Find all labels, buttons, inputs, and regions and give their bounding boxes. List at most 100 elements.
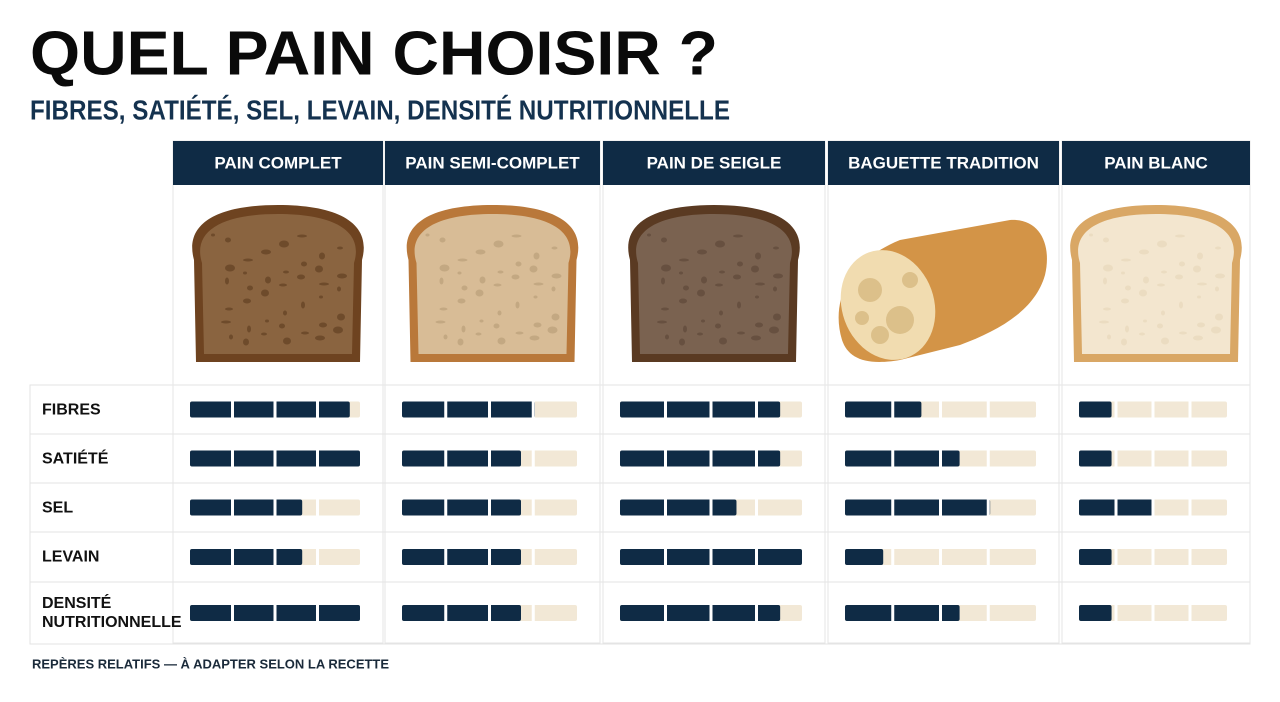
bar-separator bbox=[939, 548, 942, 566]
bread-image bbox=[683, 325, 687, 333]
bread-image bbox=[1139, 332, 1145, 336]
column-header-label: PAIN BLANC bbox=[1104, 153, 1208, 172]
bread-image bbox=[733, 234, 743, 238]
bread-image bbox=[301, 261, 307, 267]
bread-image bbox=[755, 282, 765, 286]
bar-separator bbox=[664, 548, 667, 566]
bar-separator bbox=[755, 498, 758, 517]
bar-separator bbox=[316, 604, 319, 622]
bar-separator bbox=[755, 604, 758, 622]
bread-image bbox=[1161, 310, 1165, 316]
bread-image bbox=[297, 234, 307, 238]
bread-image bbox=[283, 337, 291, 345]
bar bbox=[402, 549, 521, 565]
bread-image bbox=[1125, 285, 1131, 291]
bar-separator bbox=[316, 400, 319, 419]
bar-separator bbox=[488, 498, 491, 517]
bread-image bbox=[337, 246, 343, 250]
bar-separator bbox=[1151, 449, 1155, 468]
bar-separator bbox=[709, 400, 713, 419]
bread-image bbox=[425, 233, 430, 237]
bread-image bbox=[515, 331, 524, 335]
bread-image bbox=[1139, 249, 1149, 255]
bread-image bbox=[533, 295, 538, 299]
bread-image bbox=[225, 307, 233, 311]
bar bbox=[620, 401, 781, 418]
bread-image bbox=[225, 277, 229, 285]
bread-image bbox=[1157, 283, 1165, 287]
bread-image bbox=[243, 298, 251, 304]
bread-image bbox=[261, 332, 267, 336]
bar-separator bbox=[709, 548, 713, 566]
bar bbox=[620, 605, 781, 621]
bread-image bbox=[751, 335, 761, 341]
bread-image bbox=[319, 295, 323, 299]
bread-image bbox=[1157, 323, 1163, 329]
bread-image bbox=[461, 325, 466, 333]
bar bbox=[402, 499, 521, 516]
bread-image bbox=[457, 271, 462, 275]
bar bbox=[845, 605, 960, 621]
bread-image bbox=[283, 270, 289, 274]
bar-separator bbox=[1114, 604, 1118, 622]
bread-image bbox=[457, 298, 466, 304]
bread-image bbox=[414, 214, 571, 354]
bar-separator bbox=[531, 400, 535, 419]
bar-separator bbox=[316, 548, 319, 566]
bread-image bbox=[211, 233, 215, 237]
bread-image bbox=[461, 285, 468, 291]
bar-separator bbox=[231, 449, 234, 468]
bread-image bbox=[337, 286, 341, 292]
bar-separator bbox=[755, 400, 758, 419]
bread-image bbox=[247, 325, 251, 333]
bread-image bbox=[737, 331, 745, 335]
bread-image bbox=[1179, 301, 1183, 309]
bar-separator bbox=[664, 449, 667, 468]
bread-image bbox=[1215, 246, 1221, 250]
bread-image bbox=[773, 286, 777, 292]
bread-image bbox=[551, 313, 560, 321]
bar bbox=[1079, 401, 1112, 418]
bread-image bbox=[737, 261, 743, 267]
bar bbox=[845, 450, 960, 467]
bread-image bbox=[297, 274, 305, 280]
bread-image bbox=[1121, 298, 1129, 304]
bar-separator bbox=[891, 449, 895, 468]
bread-image bbox=[319, 282, 329, 286]
chart-subtitle: FIBRES, SATIÉTÉ, SEL, LEVAIN, DENSITÉ NU… bbox=[30, 94, 730, 125]
bread-image bbox=[701, 319, 705, 323]
bread-image bbox=[1125, 325, 1129, 333]
bar bbox=[620, 499, 737, 516]
bread-image bbox=[751, 265, 759, 273]
bar-separator bbox=[1188, 449, 1192, 468]
bar-separator bbox=[664, 400, 667, 419]
bread-image bbox=[439, 264, 450, 272]
bread-image bbox=[1121, 338, 1127, 346]
column-header-label: PAIN COMPLET bbox=[214, 153, 342, 172]
bread-image bbox=[679, 338, 685, 346]
bread-image bbox=[636, 214, 792, 354]
bar bbox=[190, 549, 303, 565]
bar-separator bbox=[709, 498, 713, 517]
bread-image bbox=[551, 246, 558, 250]
bread-image bbox=[515, 301, 520, 309]
bar-separator bbox=[709, 449, 713, 468]
bread-image bbox=[1161, 337, 1169, 345]
bar-separator bbox=[444, 548, 448, 566]
bread-image bbox=[679, 298, 687, 304]
bar-separator bbox=[986, 449, 990, 468]
bread-image bbox=[479, 319, 484, 323]
bread-image bbox=[661, 277, 665, 285]
bread-image bbox=[319, 252, 325, 260]
chart-title: QUEL PAIN CHOISIR ? bbox=[30, 19, 718, 88]
bread-image bbox=[1197, 252, 1203, 260]
bar-separator bbox=[1188, 548, 1192, 566]
row-label: LEVAIN bbox=[42, 548, 100, 566]
bar-separator bbox=[231, 548, 234, 566]
bread-image bbox=[1157, 240, 1167, 248]
bread-image bbox=[547, 326, 558, 334]
bread-image bbox=[683, 285, 689, 291]
bread-image bbox=[665, 334, 669, 340]
bread-image bbox=[755, 322, 763, 328]
